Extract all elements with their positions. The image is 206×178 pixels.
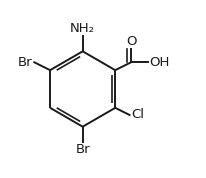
Text: NH₂: NH₂ bbox=[70, 22, 95, 35]
Text: Br: Br bbox=[18, 56, 33, 69]
Text: O: O bbox=[126, 35, 136, 48]
Text: Cl: Cl bbox=[131, 108, 144, 121]
Text: OH: OH bbox=[149, 56, 170, 69]
Text: Br: Br bbox=[75, 143, 90, 156]
